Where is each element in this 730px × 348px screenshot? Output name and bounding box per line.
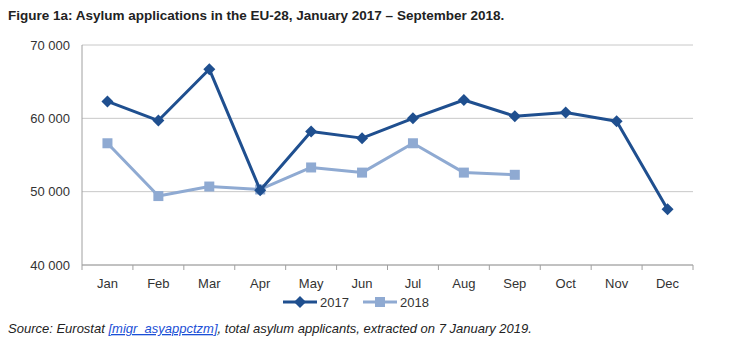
y-tick-label: 50 000 <box>30 184 70 199</box>
source-part: , total asylum applicants, extracted on … <box>218 321 532 336</box>
series-marker <box>203 63 215 75</box>
x-tick-label: Apr <box>250 276 271 291</box>
y-axis <box>82 45 83 265</box>
x-tick-label: May <box>299 276 324 291</box>
x-tick <box>285 265 286 270</box>
x-tick-label: Jun <box>352 276 373 291</box>
x-tick-label: Jul <box>405 276 422 291</box>
x-tick <box>642 265 643 270</box>
x-tick-label: Nov <box>605 276 629 291</box>
series-marker <box>305 126 317 138</box>
chart: Figure 1a: Asylum applications in the EU… <box>0 0 730 348</box>
legend-marker <box>375 297 385 307</box>
series-marker <box>254 184 266 196</box>
y-tick-label: 40 000 <box>30 258 70 273</box>
source: Source: Eurostat [migr_asyappctzm], tota… <box>8 321 532 336</box>
title: Figure 1a: Asylum applications in the EU… <box>8 8 504 23</box>
legend-label: 2017 <box>320 295 349 310</box>
x-tick-label: Aug <box>452 276 475 291</box>
x-tick <box>132 265 133 270</box>
y-tick-label: 70 000 <box>30 38 70 53</box>
series-marker <box>458 94 470 106</box>
series-line <box>107 69 667 209</box>
series-marker <box>356 132 368 144</box>
x-tick-label: Dec <box>656 276 680 291</box>
source-part: [migr_asyappctzm] <box>107 321 217 336</box>
plot-area <box>101 63 673 215</box>
legend-label: 2018 <box>400 295 429 310</box>
x-tick <box>234 265 235 270</box>
x-tick-label: Sep <box>503 276 526 291</box>
series-marker <box>459 168 469 178</box>
x-tick <box>693 265 694 270</box>
x-tick-label: Oct <box>556 276 577 291</box>
series-marker <box>408 138 418 148</box>
series-marker <box>152 115 164 127</box>
x-tick <box>591 265 592 270</box>
x-tick <box>540 265 541 270</box>
grid-line <box>82 45 693 46</box>
series-marker <box>510 170 520 180</box>
x-tick <box>183 265 184 270</box>
x-tick-label: Feb <box>147 276 169 291</box>
x-tick <box>336 265 337 270</box>
x-tick <box>82 265 83 270</box>
x-tick-label: Mar <box>198 276 221 291</box>
series-marker <box>357 168 367 178</box>
x-tick <box>387 265 388 270</box>
series-marker <box>306 162 316 172</box>
legend: 2017 2018 <box>283 295 429 310</box>
series-line <box>107 143 514 196</box>
x-tick <box>438 265 439 270</box>
series-marker <box>560 106 572 118</box>
series-marker <box>204 182 214 192</box>
series-marker <box>611 115 623 127</box>
y-tick-label: 60 000 <box>30 111 70 126</box>
source-part: Source: Eurostat <box>8 321 108 336</box>
series-marker <box>662 203 674 215</box>
series-marker <box>101 95 113 107</box>
series-marker <box>102 138 112 148</box>
legend-marker <box>294 296 306 308</box>
series-marker <box>153 191 163 201</box>
series-marker <box>509 110 521 122</box>
series-marker <box>407 112 419 124</box>
x-tick <box>489 265 490 270</box>
x-tick-label: Jan <box>97 276 118 291</box>
